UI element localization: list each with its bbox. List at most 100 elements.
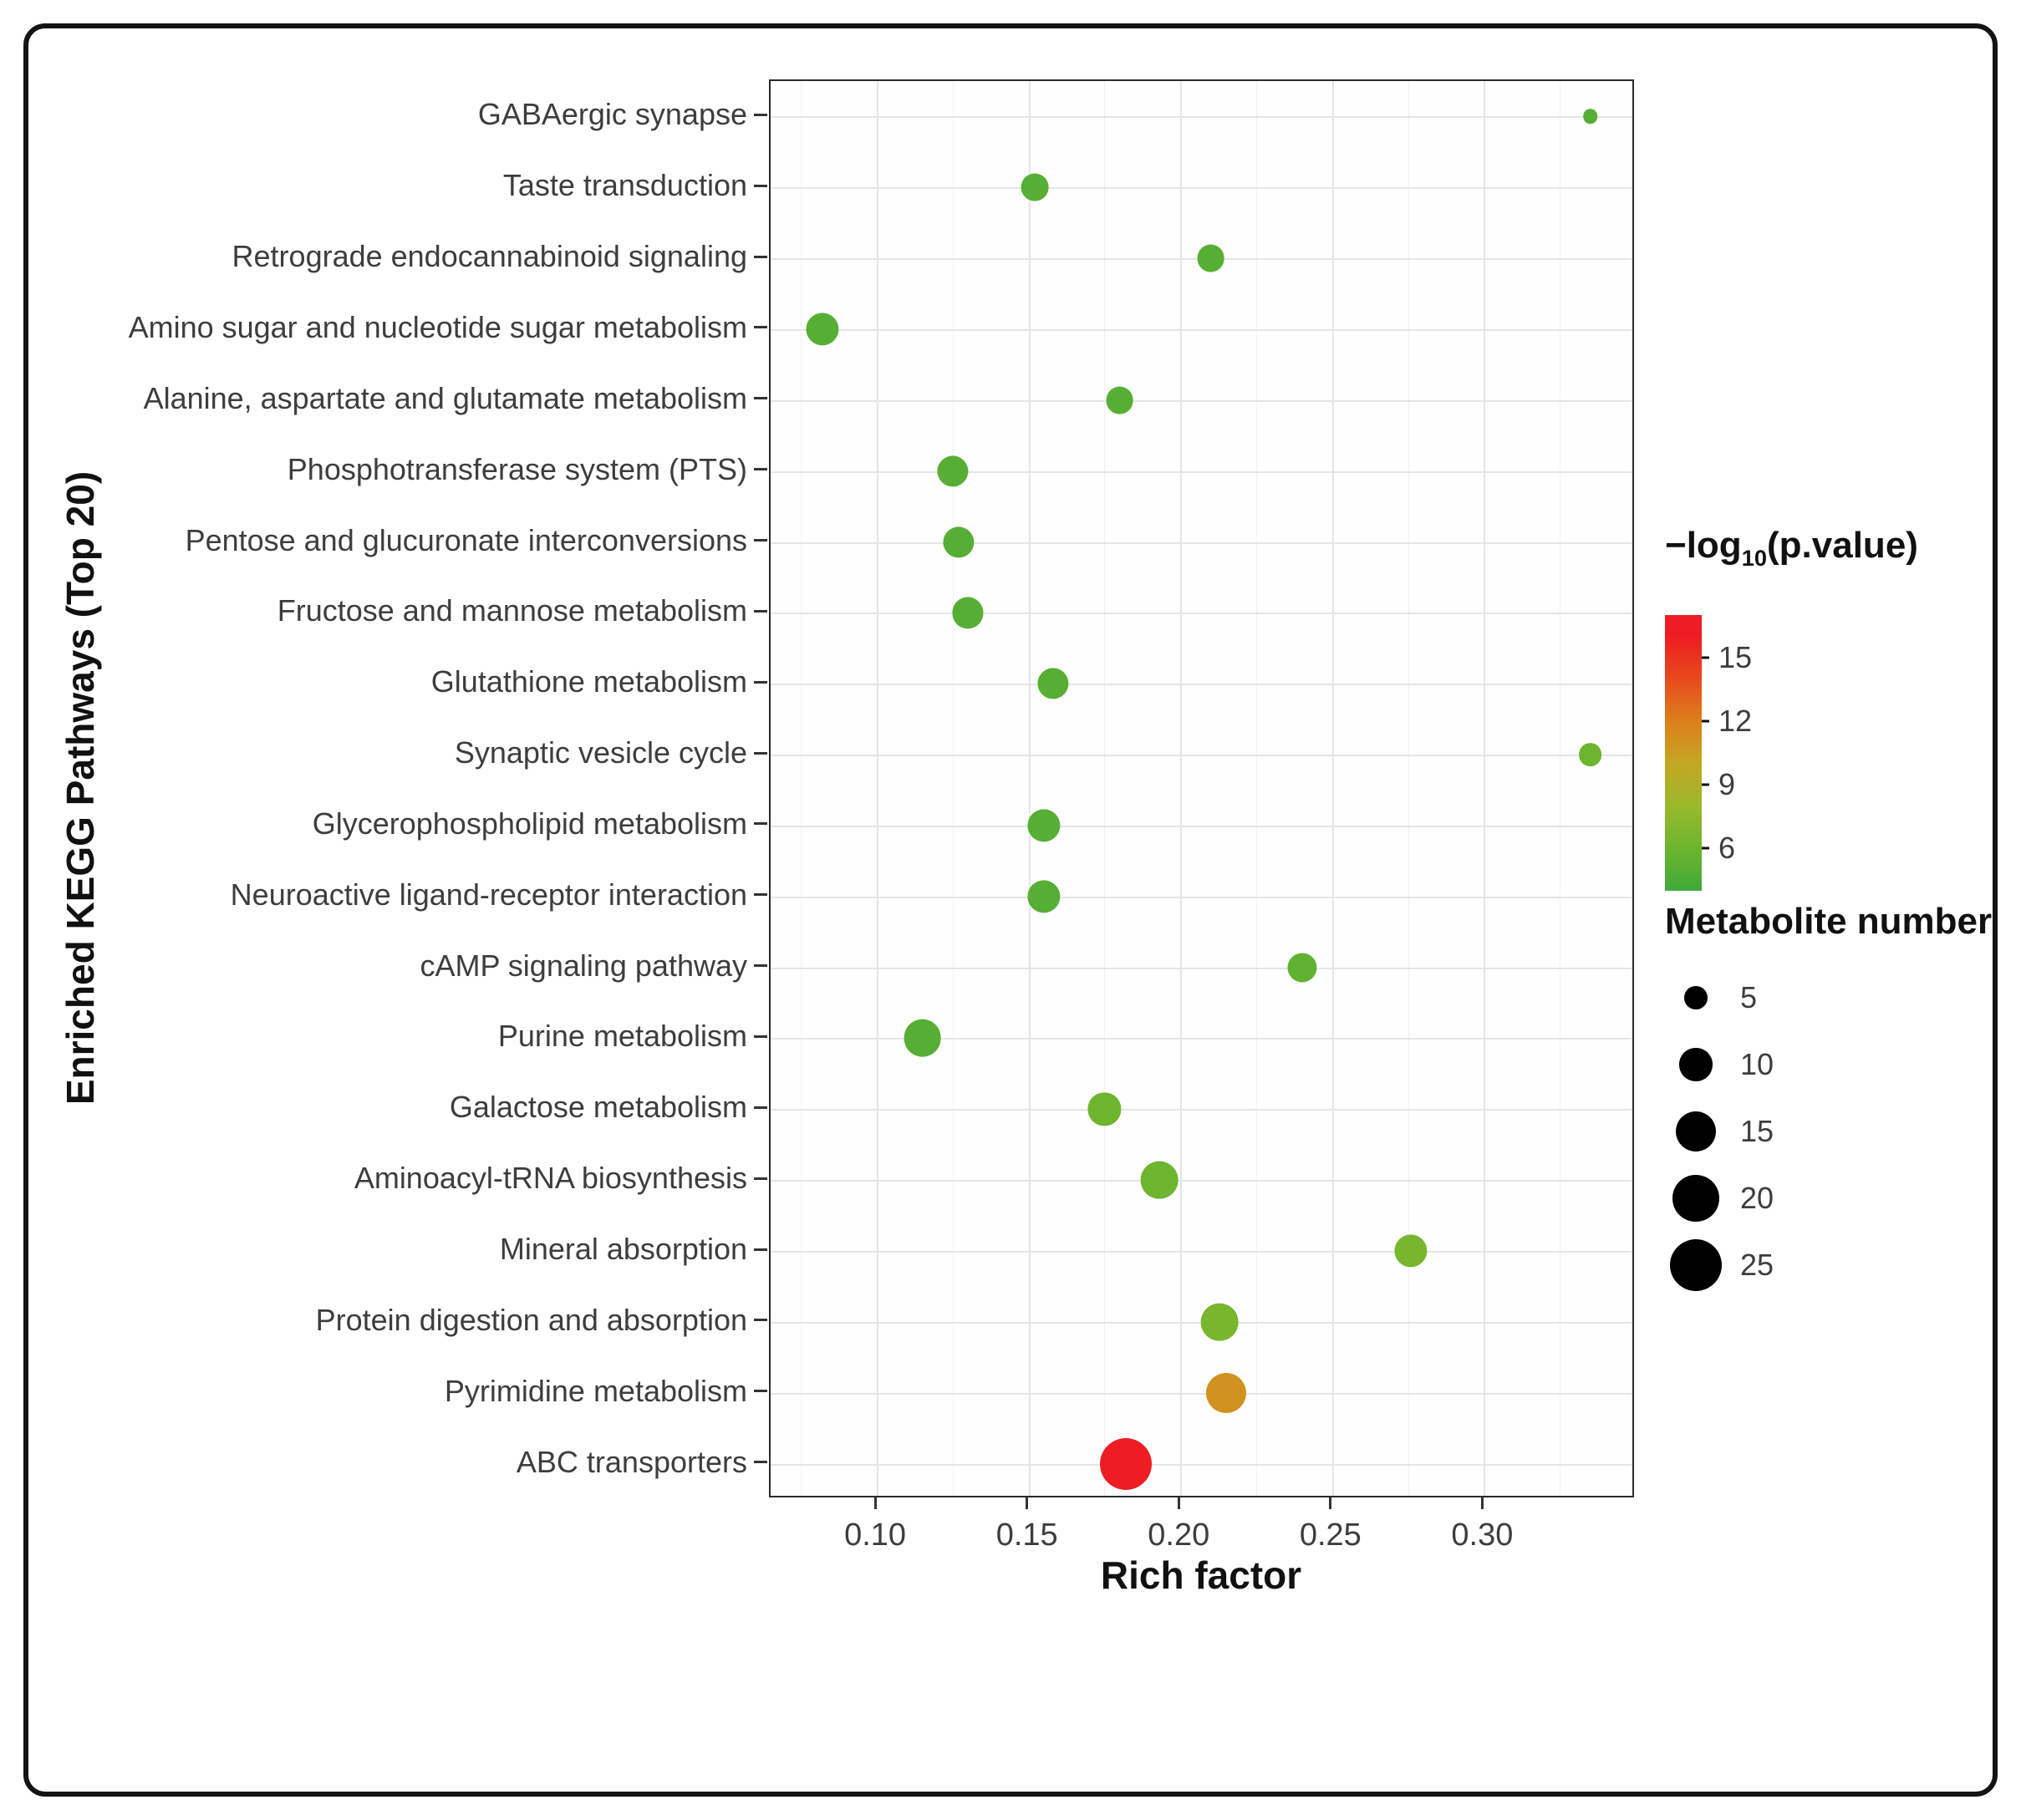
data-point [1099, 1437, 1152, 1490]
x-axis-tick [1329, 1497, 1332, 1509]
data-point [1201, 1303, 1239, 1341]
data-point [1197, 244, 1224, 272]
row-gridline [771, 1180, 1632, 1182]
data-point [1140, 1161, 1178, 1199]
row-gridline [771, 825, 1632, 827]
data-point [943, 526, 975, 558]
data-point [1027, 880, 1061, 913]
y-axis-label: Taste transduction [502, 168, 747, 203]
row-gridline [771, 967, 1632, 969]
row-gridline [771, 1251, 1632, 1253]
y-axis-tick [754, 893, 767, 897]
y-axis-tick [754, 1461, 767, 1464]
data-point [904, 1019, 941, 1057]
y-axis-tick [754, 680, 767, 684]
major-gridline [1180, 81, 1183, 1496]
size-legend-label: 10 [1740, 1047, 1774, 1081]
data-point [937, 455, 969, 487]
size-legend-dot [1672, 1175, 1719, 1222]
y-axis-label: Retrograde endocannabinoid signaling [232, 239, 747, 274]
color-legend-title-prefix: −log [1665, 525, 1742, 566]
minor-gridline [1256, 81, 1258, 1496]
data-point [1578, 743, 1602, 766]
color-gradient-bar [1665, 614, 1702, 891]
y-axis-label: Alanine, aspartate and glutamate metabol… [143, 380, 747, 415]
x-axis-tick-label: 0.10 [844, 1518, 907, 1553]
minor-gridline [952, 81, 954, 1496]
size-legend-label: 20 [1740, 1181, 1774, 1215]
y-axis-tick [754, 468, 767, 471]
y-axis-tick [754, 255, 767, 258]
x-axis-tick-label: 0.20 [1148, 1518, 1210, 1553]
color-gradient-wrap: 15 12 9 6 [1665, 614, 1752, 891]
x-axis-tick [1480, 1497, 1484, 1509]
y-axis-label: Amino sugar and nucleotide sugar metabol… [128, 309, 747, 344]
y-axis-label: Neuroactive ligand-receptor interaction [230, 877, 747, 912]
color-legend-tick [1702, 656, 1709, 659]
y-axis-tick [754, 539, 767, 542]
size-legend-item: 20 [1665, 1165, 1992, 1232]
size-legend-item: 5 [1665, 964, 1992, 1031]
y-axis-tick [754, 1390, 767, 1393]
y-axis-label: Fructose and mannose metabolism [277, 593, 747, 628]
x-axis-tick [873, 1497, 877, 1509]
row-gridline [771, 755, 1632, 757]
color-legend-tick-label: 6 [1718, 831, 1736, 866]
row-gridline [771, 1463, 1632, 1466]
row-gridline [771, 896, 1632, 898]
size-legend-dot [1684, 986, 1708, 1009]
y-axis-label: Phosphotransferase system (PTS) [287, 451, 747, 486]
y-axis-tick [754, 1319, 767, 1322]
size-legend-dot-box [1665, 1175, 1727, 1222]
data-point [1037, 668, 1069, 699]
size-legend: Metabolite number 5 10 15 20 25 [1665, 901, 1992, 1299]
size-legend-items: 5 10 15 20 25 [1665, 964, 1992, 1299]
y-axis-label: Synaptic vesicle cycle [454, 735, 747, 770]
y-axis-label: cAMP signaling pathway [420, 948, 747, 983]
data-point [1286, 953, 1317, 983]
row-gridline [771, 613, 1632, 615]
data-point [1205, 1372, 1246, 1413]
y-axis-label: GABAergic synapse [477, 97, 747, 132]
size-legend-item: 10 [1665, 1031, 1992, 1098]
size-legend-title: Metabolite number [1665, 901, 1993, 942]
data-point [1027, 809, 1061, 842]
data-point [1021, 173, 1049, 201]
color-legend-title-subscript: 10 [1741, 544, 1768, 571]
row-gridline [771, 1392, 1632, 1395]
x-axis-tick [1177, 1497, 1180, 1509]
y-axis-tick [754, 609, 767, 613]
size-legend-dot-box [1665, 1239, 1727, 1291]
x-axis-title: Rich factor [1100, 1553, 1302, 1597]
size-legend-label: 15 [1740, 1114, 1774, 1148]
size-legend-item: 15 [1665, 1098, 1992, 1165]
major-gridline [877, 81, 879, 1496]
y-axis-label: Mineral absorption [499, 1232, 747, 1267]
color-legend-tick-label: 12 [1718, 703, 1753, 738]
y-axis-label: Protein digestion and absorption [315, 1302, 747, 1337]
size-legend-dot [1679, 1048, 1713, 1081]
color-legend-tick [1702, 783, 1709, 786]
plot-panel [769, 79, 1634, 1497]
color-legend-tick-label: 15 [1718, 639, 1753, 674]
y-axis-tick [754, 964, 767, 968]
y-axis-label: Glycerophospholipid metabolism [312, 806, 747, 841]
major-gridline [1331, 81, 1334, 1496]
y-axis-tick [754, 1177, 767, 1180]
color-legend-title-suffix: (p.value) [1767, 525, 1918, 566]
size-legend-item: 25 [1665, 1232, 1992, 1299]
row-gridline [771, 541, 1632, 544]
y-axis-label: Purine metabolism [497, 1019, 747, 1054]
major-gridline [1028, 81, 1031, 1496]
data-point [806, 313, 839, 346]
y-axis-tick [754, 397, 767, 400]
data-point [1106, 386, 1134, 414]
data-point [952, 597, 984, 628]
row-gridline [771, 116, 1632, 119]
size-legend-dot-box [1665, 1111, 1727, 1151]
row-gridline [771, 328, 1632, 331]
y-axis-title: Enriched KEGG Pathways (Top 20) [59, 470, 102, 1106]
row-gridline [771, 1038, 1632, 1040]
data-point [1582, 109, 1598, 125]
